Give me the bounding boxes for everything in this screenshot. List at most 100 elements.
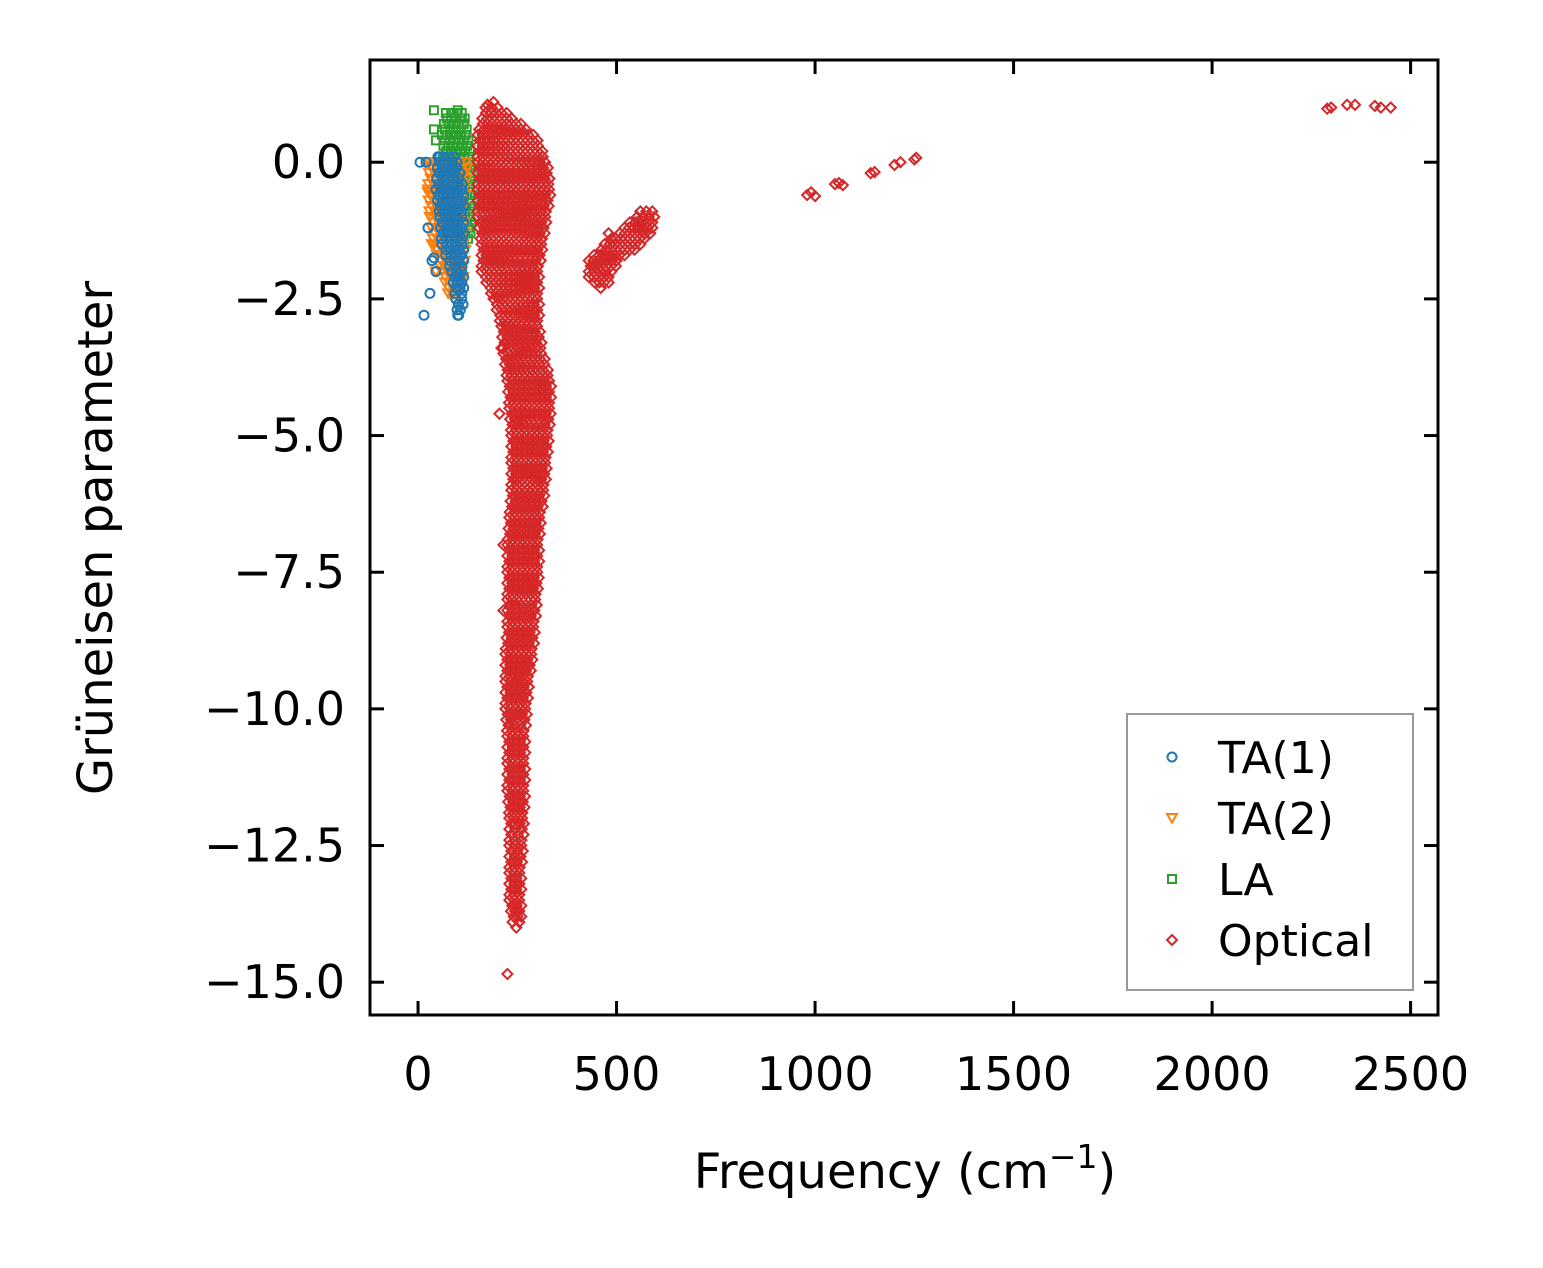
data-point: [516, 374, 530, 388]
data-point: [453, 173, 465, 185]
data-point: [456, 205, 468, 217]
data-point: [514, 910, 528, 924]
data-point: [450, 162, 462, 174]
data-point: [511, 347, 524, 360]
data-point: [501, 795, 515, 809]
data-point: [521, 243, 535, 257]
data-point: [456, 293, 468, 305]
data-point: [509, 921, 523, 934]
data-point: [514, 516, 528, 530]
data-point: [506, 330, 520, 344]
data-point: [527, 281, 541, 295]
y-tick-label: −10.0: [204, 682, 345, 736]
data-point: [492, 254, 506, 268]
data-point: [505, 593, 519, 606]
data-point: [461, 124, 472, 135]
data-point: [442, 227, 454, 239]
data-point: [486, 243, 500, 257]
data-point: [539, 407, 553, 421]
data-point: [517, 636, 531, 650]
data-point: [422, 222, 434, 234]
data-point: [513, 254, 527, 268]
data-point: [517, 828, 530, 842]
data-point: [533, 226, 547, 240]
data-point: [430, 135, 441, 146]
data-point: [508, 800, 522, 814]
data-point: [836, 178, 850, 192]
data-point: [602, 276, 616, 289]
data-point: [541, 161, 555, 175]
data-point: [868, 165, 882, 179]
data-point: [527, 330, 540, 344]
data-point: [508, 412, 522, 426]
data-point: [495, 330, 509, 344]
data-point: [431, 173, 443, 185]
data-point: [535, 243, 549, 257]
data-point: [513, 188, 527, 202]
x-axis-label: Frequency (cm−1): [694, 1137, 1117, 1200]
data-point: [534, 254, 548, 268]
data-point: [510, 205, 524, 218]
data-point: [502, 522, 515, 535]
data-point: [539, 390, 553, 404]
data-point: [487, 221, 501, 235]
data-point: [532, 554, 546, 568]
data-point: [458, 157, 473, 169]
data-point: [518, 800, 531, 814]
data-point: [519, 407, 533, 421]
data-point: [516, 243, 530, 257]
data-point: [524, 407, 538, 421]
data-point: [523, 625, 537, 639]
data-point: [446, 108, 457, 119]
data-point: [511, 243, 525, 257]
data-point: [641, 221, 655, 235]
data-point: [527, 636, 541, 650]
data-point: [528, 527, 542, 541]
data-point: [484, 287, 498, 300]
data-point: [544, 390, 558, 404]
x-tick-label: 2500: [1352, 1047, 1469, 1101]
data-point: [445, 249, 457, 261]
data-point: [520, 576, 534, 590]
data-point: [495, 319, 508, 333]
data-point: [506, 385, 520, 399]
data-point: [456, 266, 468, 278]
data-point: [522, 680, 536, 694]
data-point: [521, 445, 535, 459]
data-point: [537, 199, 551, 213]
data-point: [493, 407, 506, 421]
data-point: [523, 254, 537, 268]
data-point: [508, 904, 522, 918]
data-point: [515, 653, 529, 667]
data-point: [443, 189, 455, 201]
data-point: [540, 461, 554, 475]
data-point: [445, 211, 457, 223]
legend-label: LA: [1218, 855, 1274, 906]
data-point: [492, 199, 506, 213]
data-point: [456, 249, 468, 261]
data-point: [524, 664, 538, 678]
data-point: [460, 162, 475, 175]
data-point: [453, 255, 465, 267]
data-point: [453, 244, 465, 256]
data-point: [515, 833, 528, 847]
data-point: [428, 105, 439, 116]
data-point: [510, 303, 524, 317]
data-point: [495, 166, 509, 180]
data-point: [519, 664, 533, 678]
data-point: [602, 226, 616, 240]
data-point: [514, 123, 528, 136]
data-point: [498, 702, 512, 716]
data-point: [509, 467, 523, 481]
data-point: [494, 287, 508, 300]
y-tick-label: 0.0: [272, 135, 345, 189]
data-point: [527, 554, 541, 568]
data-point: [507, 221, 521, 235]
legend-item: TA(1): [1166, 733, 1334, 784]
data-point: [516, 445, 530, 459]
data-point: [516, 489, 530, 503]
data-point: [497, 221, 511, 235]
data-point: [520, 707, 534, 721]
data-point: [471, 210, 485, 224]
data-point: [502, 401, 516, 415]
